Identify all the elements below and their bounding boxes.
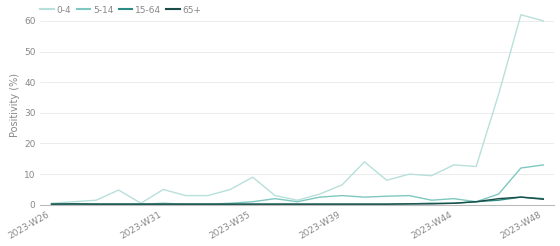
15-64	[115, 203, 122, 206]
65+	[384, 203, 390, 206]
5-14	[138, 203, 144, 206]
0-4	[294, 199, 301, 202]
15-64	[182, 203, 189, 206]
5-14	[249, 200, 256, 203]
5-14	[204, 203, 211, 206]
0-4	[384, 179, 390, 182]
15-64	[71, 203, 77, 206]
5-14	[115, 203, 122, 206]
15-64	[138, 203, 144, 206]
65+	[138, 203, 144, 206]
5-14	[339, 194, 346, 197]
65+	[204, 203, 211, 206]
65+	[272, 203, 278, 206]
15-64	[495, 199, 502, 202]
65+	[406, 202, 413, 205]
5-14	[272, 197, 278, 200]
65+	[517, 196, 524, 199]
0-4	[495, 93, 502, 96]
15-64	[428, 202, 435, 205]
0-4	[138, 202, 144, 205]
15-64	[249, 203, 256, 206]
15-64	[361, 203, 368, 206]
5-14	[361, 196, 368, 199]
5-14	[294, 200, 301, 203]
0-4	[540, 19, 547, 22]
65+	[115, 203, 122, 206]
15-64	[160, 203, 167, 206]
65+	[227, 203, 234, 206]
5-14	[406, 194, 413, 197]
65+	[540, 198, 547, 201]
0-4	[473, 165, 479, 168]
0-4	[361, 160, 368, 163]
15-64	[473, 200, 479, 203]
0-4	[316, 193, 323, 196]
Line: 0-4: 0-4	[52, 15, 543, 203]
65+	[160, 203, 167, 206]
5-14	[227, 202, 234, 205]
5-14	[428, 199, 435, 202]
65+	[93, 203, 100, 206]
15-64	[227, 203, 234, 206]
Legend: 0-4, 5-14, 15-64, 65+: 0-4, 5-14, 15-64, 65+	[40, 6, 202, 15]
0-4	[249, 176, 256, 179]
15-64	[48, 203, 55, 206]
5-14	[540, 163, 547, 166]
65+	[450, 202, 457, 205]
0-4	[71, 200, 77, 203]
15-64	[384, 203, 390, 206]
65+	[294, 203, 301, 206]
Line: 65+: 65+	[52, 197, 543, 204]
15-64	[540, 197, 547, 200]
Y-axis label: Positivity (%): Positivity (%)	[10, 73, 20, 137]
65+	[361, 203, 368, 206]
5-14	[495, 193, 502, 196]
5-14	[473, 200, 479, 203]
15-64	[517, 196, 524, 199]
65+	[249, 203, 256, 206]
65+	[316, 203, 323, 206]
5-14	[71, 202, 77, 205]
0-4	[115, 189, 122, 192]
65+	[182, 203, 189, 206]
0-4	[48, 202, 55, 205]
0-4	[227, 188, 234, 191]
0-4	[93, 199, 100, 202]
15-64	[406, 202, 413, 205]
0-4	[517, 13, 524, 16]
Line: 5-14: 5-14	[52, 165, 543, 204]
5-14	[517, 167, 524, 169]
5-14	[93, 203, 100, 206]
5-14	[384, 195, 390, 198]
65+	[495, 197, 502, 200]
15-64	[93, 203, 100, 206]
Line: 15-64: 15-64	[52, 197, 543, 204]
5-14	[316, 196, 323, 199]
5-14	[160, 202, 167, 205]
15-64	[204, 203, 211, 206]
65+	[473, 200, 479, 203]
0-4	[339, 183, 346, 186]
0-4	[406, 173, 413, 176]
0-4	[428, 174, 435, 177]
15-64	[339, 203, 346, 206]
0-4	[272, 194, 278, 197]
0-4	[450, 163, 457, 166]
5-14	[182, 203, 189, 206]
0-4	[182, 194, 189, 197]
65+	[48, 203, 55, 206]
5-14	[450, 197, 457, 200]
5-14	[48, 203, 55, 206]
0-4	[160, 188, 167, 191]
65+	[339, 203, 346, 206]
15-64	[316, 203, 323, 206]
65+	[71, 202, 77, 205]
0-4	[204, 194, 211, 197]
65+	[428, 202, 435, 205]
15-64	[450, 202, 457, 205]
15-64	[294, 203, 301, 206]
15-64	[272, 203, 278, 206]
